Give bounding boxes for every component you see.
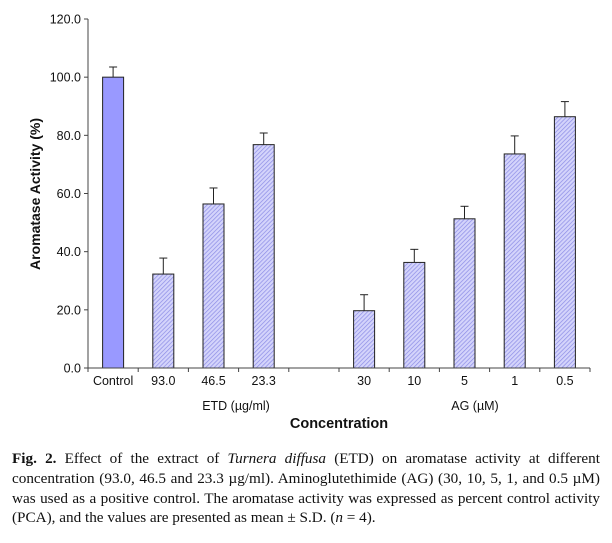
group-label-ag: AG (µM)	[451, 399, 498, 413]
bar-0.5	[553, 116, 576, 369]
x-tick-label: 1	[511, 374, 518, 388]
x-tick-label: 93.0	[151, 374, 175, 388]
y-tick-label: 0.0	[64, 362, 81, 376]
bar-5	[453, 218, 476, 369]
x-tick-label: Control	[93, 374, 133, 388]
group-label-etd: ETD (µg/ml)	[202, 399, 270, 413]
y-tick-label: 120.0	[50, 13, 81, 27]
figure-caption: Fig. 2. Effect of the extract of Turnera…	[12, 449, 600, 528]
bar-chart: 0.0 20.0 40.0 60.0 80.0 100.0 120.0 Control 93.0…	[27, 13, 591, 432]
bar-1	[503, 153, 526, 369]
bar-Control	[102, 76, 125, 369]
y-tick-label: 60.0	[57, 187, 81, 201]
caption-n: n	[335, 509, 343, 527]
x-tick-label: 5	[461, 374, 468, 388]
caption-text: = 4).	[342, 509, 376, 527]
x-tick-label: 0.5	[556, 374, 573, 388]
caption-text: Effect of the extract of	[56, 450, 228, 467]
y-tick-label: 20.0	[57, 303, 81, 317]
x-tick-label: 46.5	[201, 374, 225, 388]
caption-label: Fig. 2.	[12, 450, 57, 467]
y-tick-label: 80.0	[57, 129, 81, 143]
bar-30	[353, 310, 376, 369]
x-tick-label: 10	[407, 374, 421, 388]
bar-23.3	[252, 144, 275, 369]
bar-10	[403, 261, 426, 369]
y-axis-label: Aromatase Activity (%)	[27, 118, 43, 270]
caption-text: (ETD) on aromatase activity at different…	[12, 450, 600, 527]
bar-46.5	[202, 203, 225, 369]
caption-species: Turnera diffusa	[227, 450, 327, 467]
x-tick-label: 23.3	[252, 374, 276, 388]
bar-93.0	[152, 273, 175, 369]
x-axis-label: Concentration	[290, 416, 388, 432]
y-tick-label: 40.0	[57, 245, 81, 259]
y-tick-label: 100.0	[50, 71, 81, 85]
x-tick-label: 30	[357, 374, 371, 388]
